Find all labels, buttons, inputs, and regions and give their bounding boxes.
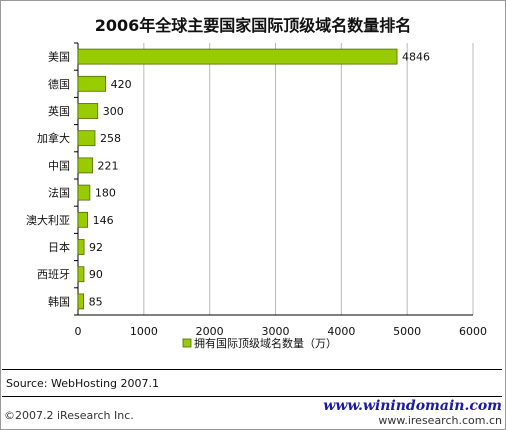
value-label: 180 <box>95 187 116 200</box>
bar <box>77 157 93 174</box>
value-label: 258 <box>100 132 121 145</box>
bar <box>77 184 91 201</box>
category-label: 中国 <box>48 159 70 172</box>
bar <box>77 266 85 283</box>
value-label: 420 <box>111 78 132 91</box>
bar <box>77 75 107 92</box>
bar <box>77 239 85 255</box>
category-label: 西班牙 <box>37 268 70 281</box>
category-label: 日本 <box>48 240 70 254</box>
bar <box>77 130 96 147</box>
copyright-text: ©2007.2 iResearch Inc. <box>4 409 134 422</box>
x-tick-label: 6000 <box>459 325 487 338</box>
legend-swatch <box>182 338 192 348</box>
chart-title: 2006年全球主要国家国际顶级域名数量排名 <box>94 16 412 35</box>
watermark-site: www.winindomain.com <box>323 398 502 414</box>
x-tick-label: 4000 <box>327 325 355 338</box>
value-label: 90 <box>89 268 103 281</box>
x-tick-label: 3000 <box>262 325 290 338</box>
value-label: 221 <box>98 159 119 172</box>
bar <box>77 48 398 65</box>
watermark-url: www.iresearch.com.cn <box>378 414 502 427</box>
separator-line-top <box>2 369 502 370</box>
bar <box>77 211 89 228</box>
category-label: 法国 <box>48 186 70 200</box>
value-label: 146 <box>93 214 114 227</box>
x-tick-label: 2000 <box>196 325 224 338</box>
category-label: 加拿大 <box>37 131 70 145</box>
value-label: 85 <box>89 295 103 308</box>
source-note: Source: WebHosting 2007.1 <box>6 377 160 390</box>
value-label: 300 <box>103 105 124 118</box>
legend-label: 拥有国际顶级域名数量（万） <box>194 336 337 350</box>
bar <box>77 103 99 119</box>
value-label: 92 <box>89 241 103 254</box>
bar <box>77 293 84 310</box>
x-tick-label: 0 <box>75 325 82 338</box>
category-label: 美国 <box>48 51 70 64</box>
x-tick-label: 1000 <box>130 325 158 338</box>
category-label: 澳大利亚 <box>26 213 70 227</box>
category-label: 韩国 <box>48 294 70 308</box>
value-label: 4846 <box>402 51 430 64</box>
category-label: 德国 <box>48 77 70 91</box>
x-tick-label: 5000 <box>393 325 421 338</box>
category-label: 英国 <box>48 104 70 118</box>
separator-line-bottom <box>2 396 502 397</box>
